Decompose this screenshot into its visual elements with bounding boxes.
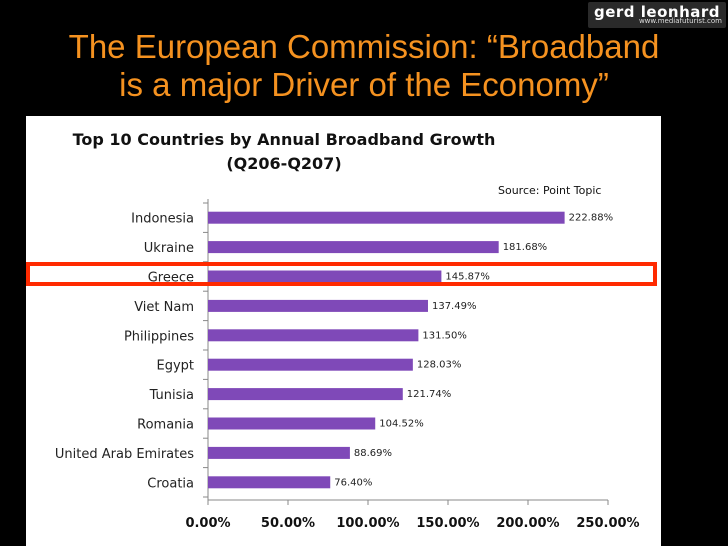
slide-title-line-2: is a major Driver of the Economy” bbox=[119, 66, 609, 103]
value-label: 121.74% bbox=[407, 389, 452, 400]
bar-tunisia bbox=[208, 388, 403, 401]
category-label: Viet Nam bbox=[134, 300, 194, 315]
bar-romania bbox=[208, 417, 376, 430]
category-label: Egypt bbox=[156, 359, 194, 374]
chart-title-line-2: (Q206-Q207) bbox=[226, 154, 342, 173]
bar-croatia bbox=[208, 476, 331, 489]
value-label: 76.40% bbox=[334, 477, 372, 488]
category-label: Philippines bbox=[124, 329, 194, 344]
slide-title: The European Commission: “Broadband is a… bbox=[0, 28, 728, 104]
bar-indonesia bbox=[208, 211, 565, 224]
value-label: 131.50% bbox=[422, 330, 467, 341]
value-label: 128.03% bbox=[417, 360, 462, 371]
value-label: 181.68% bbox=[503, 242, 548, 253]
bar-ukraine bbox=[208, 241, 499, 254]
value-label: 137.49% bbox=[432, 301, 477, 312]
bar-greece bbox=[208, 270, 442, 283]
chart-title-line-1: Top 10 Countries by Annual Broadband Gro… bbox=[72, 130, 496, 149]
bar-philippines bbox=[208, 329, 419, 342]
logo-url: www.mediafuturist.com bbox=[638, 17, 722, 25]
chart-source: Source: Point Topic bbox=[498, 184, 602, 197]
x-tick-label: 50.00% bbox=[261, 516, 315, 531]
bar-united-arab-emirates bbox=[208, 446, 350, 459]
x-tick-label: 250.00% bbox=[576, 516, 639, 531]
category-label: Romania bbox=[137, 418, 194, 433]
category-label: Ukraine bbox=[144, 241, 194, 256]
greece-highlight-box bbox=[26, 262, 657, 286]
x-tick-label: 100.00% bbox=[336, 516, 399, 531]
value-label: 104.52% bbox=[379, 419, 424, 430]
chart-panel: Top 10 Countries by Annual Broadband Gro… bbox=[26, 116, 661, 546]
brand-logo: gerd leonhard www.mediafuturist.com bbox=[588, 2, 726, 28]
x-tick-label: 200.00% bbox=[496, 516, 559, 531]
value-label: 145.87% bbox=[445, 272, 490, 283]
bar-viet-nam bbox=[208, 299, 428, 312]
category-label: Indonesia bbox=[131, 212, 194, 227]
bar-chart-plot: 0.00% 50.00% 100.00% 150.00% 200.00% 250.00% I… bbox=[55, 199, 640, 531]
logo-wordmark: gerd leonhard bbox=[594, 3, 721, 21]
x-tick-label: 0.00% bbox=[185, 516, 230, 531]
category-label: Greece bbox=[148, 271, 194, 286]
category-label: Croatia bbox=[147, 476, 194, 491]
x-tick-label: 150.00% bbox=[416, 516, 479, 531]
value-label: 222.88% bbox=[569, 213, 614, 224]
chart-title: Top 10 Countries by Annual Broadband Gro… bbox=[26, 128, 542, 176]
category-label: Tunisia bbox=[149, 388, 194, 403]
category-label: United Arab Emirates bbox=[55, 447, 194, 462]
slide-title-line-1: The European Commission: “Broadband bbox=[68, 28, 660, 65]
value-label: 88.69% bbox=[354, 448, 392, 459]
bar-egypt bbox=[208, 358, 413, 371]
